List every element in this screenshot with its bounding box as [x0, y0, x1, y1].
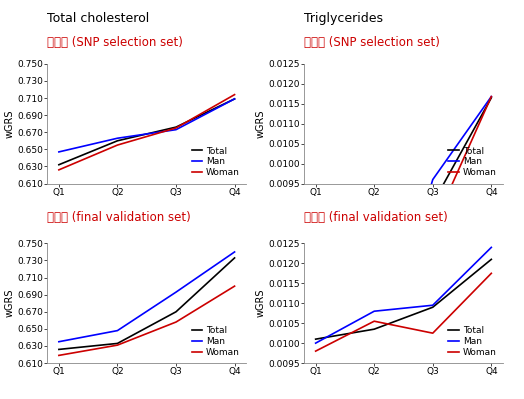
Y-axis label: wGRS: wGRS [255, 109, 265, 138]
Y-axis label: wGRS: wGRS [4, 109, 14, 138]
Text: Total cholesterol: Total cholesterol [47, 12, 149, 25]
Y-axis label: wGRS: wGRS [255, 289, 265, 318]
Legend: Total, Man, Woman: Total, Man, Woman [190, 145, 242, 179]
Legend: Total, Man, Woman: Total, Man, Woman [190, 324, 242, 359]
Text: Triglycerides: Triglycerides [304, 12, 383, 25]
Text: 실험군 (SNP selection set): 실험군 (SNP selection set) [304, 36, 440, 49]
Y-axis label: wGRS: wGRS [4, 289, 14, 318]
Legend: Total, Man, Woman: Total, Man, Woman [446, 145, 498, 179]
Text: 대조군 (final validation set): 대조군 (final validation set) [304, 211, 447, 225]
Legend: Total, Man, Woman: Total, Man, Woman [446, 324, 498, 359]
Text: 실험군 (SNP selection set): 실험군 (SNP selection set) [47, 36, 183, 49]
Text: 대조군 (final validation set): 대조군 (final validation set) [47, 211, 191, 225]
